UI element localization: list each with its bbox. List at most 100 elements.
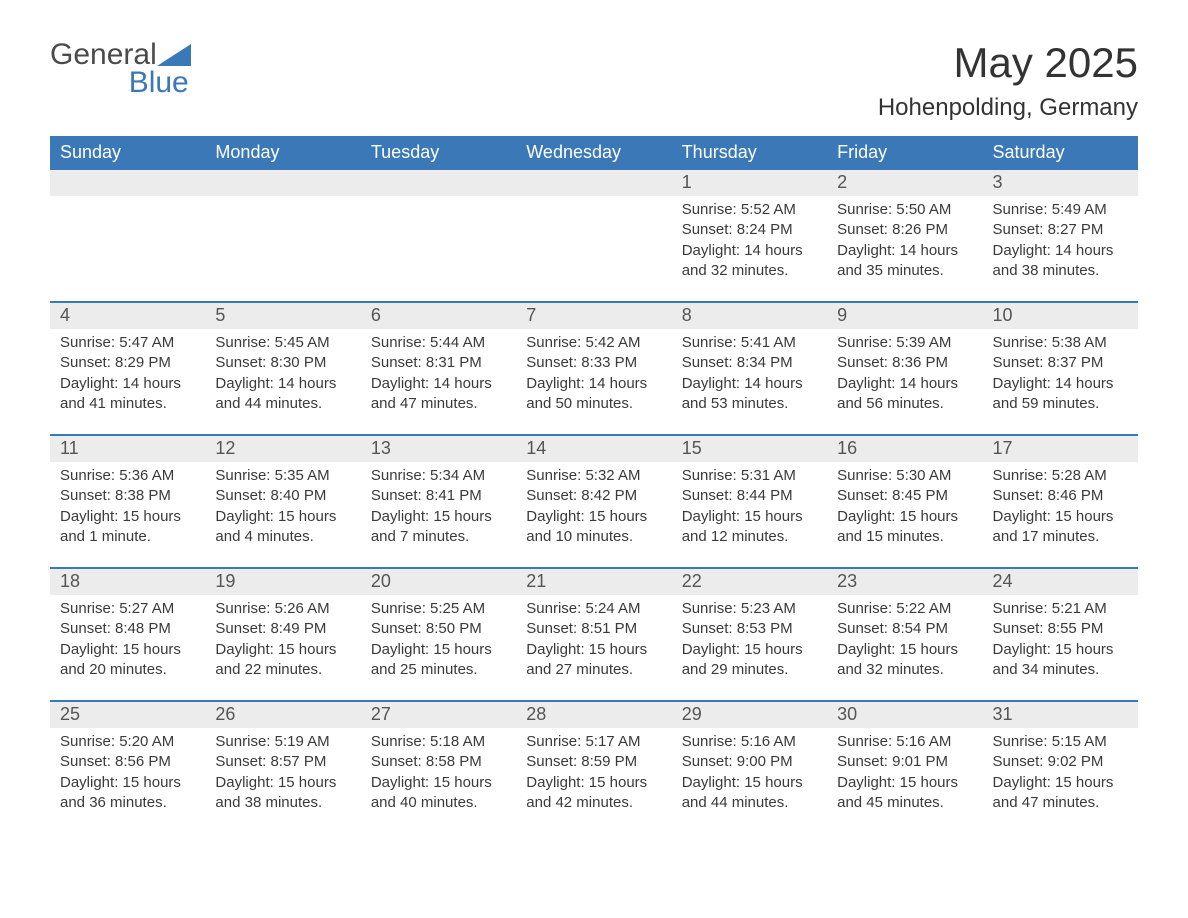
sunrise-line: Sunrise: 5:38 AM xyxy=(993,333,1128,353)
day-number xyxy=(50,170,205,196)
sunset-line: Sunset: 8:59 PM xyxy=(526,752,661,772)
day-details: Sunrise: 5:35 AMSunset: 8:40 PMDaylight:… xyxy=(205,462,360,547)
sunrise-line: Sunrise: 5:25 AM xyxy=(371,599,506,619)
sunset-line: Sunset: 8:51 PM xyxy=(526,619,661,639)
weekday-header: Friday xyxy=(827,136,982,170)
brand-logo: General Blue xyxy=(50,40,191,98)
day-details: Sunrise: 5:25 AMSunset: 8:50 PMDaylight:… xyxy=(361,595,516,680)
sunset-line: Sunset: 9:01 PM xyxy=(837,752,972,772)
calendar-day: 21Sunrise: 5:24 AMSunset: 8:51 PMDayligh… xyxy=(516,569,671,700)
weekday-header: Monday xyxy=(205,136,360,170)
calendar-day: 25Sunrise: 5:20 AMSunset: 8:56 PMDayligh… xyxy=(50,702,205,833)
day-details: Sunrise: 5:17 AMSunset: 8:59 PMDaylight:… xyxy=(516,728,671,813)
sunset-line: Sunset: 8:30 PM xyxy=(215,353,350,373)
calendar-day: 4Sunrise: 5:47 AMSunset: 8:29 PMDaylight… xyxy=(50,303,205,434)
daylight-line: Daylight: 15 hours and 29 minutes. xyxy=(682,640,817,681)
day-number: 5 xyxy=(205,303,360,329)
day-number: 22 xyxy=(672,569,827,595)
daylight-line: Daylight: 14 hours and 47 minutes. xyxy=(371,374,506,415)
calendar-page: General Blue May 2025 Hohenpolding, Germ… xyxy=(0,0,1188,863)
sunrise-line: Sunrise: 5:15 AM xyxy=(993,732,1128,752)
sunrise-line: Sunrise: 5:26 AM xyxy=(215,599,350,619)
daylight-line: Daylight: 15 hours and 38 minutes. xyxy=(215,773,350,814)
sunrise-line: Sunrise: 5:28 AM xyxy=(993,466,1128,486)
day-number: 18 xyxy=(50,569,205,595)
sunset-line: Sunset: 8:56 PM xyxy=(60,752,195,772)
daylight-line: Daylight: 14 hours and 53 minutes. xyxy=(682,374,817,415)
day-details: Sunrise: 5:24 AMSunset: 8:51 PMDaylight:… xyxy=(516,595,671,680)
calendar-day: 15Sunrise: 5:31 AMSunset: 8:44 PMDayligh… xyxy=(672,436,827,567)
calendar-day: 9Sunrise: 5:39 AMSunset: 8:36 PMDaylight… xyxy=(827,303,982,434)
brand-text: General Blue xyxy=(50,40,191,98)
daylight-line: Daylight: 15 hours and 34 minutes. xyxy=(993,640,1128,681)
weekday-header: Tuesday xyxy=(361,136,516,170)
daylight-line: Daylight: 14 hours and 56 minutes. xyxy=(837,374,972,415)
daylight-line: Daylight: 15 hours and 1 minute. xyxy=(60,507,195,548)
title-block: May 2025 Hohenpolding, Germany xyxy=(878,40,1138,122)
calendar-week-row: 11Sunrise: 5:36 AMSunset: 8:38 PMDayligh… xyxy=(50,434,1138,567)
sunset-line: Sunset: 8:36 PM xyxy=(837,353,972,373)
sunset-line: Sunset: 9:02 PM xyxy=(993,752,1128,772)
calendar-day: 17 Sunrise: 5:28 AMSunset: 8:46 PMDayligh… xyxy=(983,436,1138,567)
daylight-line: Daylight: 15 hours and 17 minutes. xyxy=(993,507,1128,548)
daylight-line: Daylight: 14 hours and 38 minutes. xyxy=(993,241,1128,282)
calendar-day: 31Sunrise: 5:15 AMSunset: 9:02 PMDayligh… xyxy=(983,702,1138,833)
daylight-line: Daylight: 15 hours and 36 minutes. xyxy=(60,773,195,814)
day-number xyxy=(205,170,360,196)
weekday-header: Saturday xyxy=(983,136,1138,170)
daylight-line: Daylight: 15 hours and 7 minutes. xyxy=(371,507,506,548)
sunrise-line: Sunrise: 5:47 AM xyxy=(60,333,195,353)
sunset-line: Sunset: 8:46 PM xyxy=(993,486,1128,506)
sunset-line: Sunset: 8:50 PM xyxy=(371,619,506,639)
day-number: 27 xyxy=(361,702,516,728)
day-number: 3 xyxy=(983,170,1138,196)
day-details: Sunrise: 5:52 AMSunset: 8:24 PMDaylight:… xyxy=(672,196,827,281)
sunrise-line: Sunrise: 5:50 AM xyxy=(837,200,972,220)
sunrise-line: Sunrise: 5:34 AM xyxy=(371,466,506,486)
sunset-line: Sunset: 8:54 PM xyxy=(837,619,972,639)
sunrise-line: Sunrise: 5:36 AM xyxy=(60,466,195,486)
day-details: Sunrise: 5:20 AMSunset: 8:56 PMDaylight:… xyxy=(50,728,205,813)
day-number: 11 xyxy=(50,436,205,462)
day-number: 17 xyxy=(983,436,1138,462)
day-details: Sunrise: 5:15 AMSunset: 9:02 PMDaylight:… xyxy=(983,728,1138,813)
day-details: Sunrise: 5:38 AMSunset: 8:37 PMDaylight:… xyxy=(983,329,1138,414)
sunrise-line: Sunrise: 5:19 AM xyxy=(215,732,350,752)
calendar-day: 6Sunrise: 5:44 AMSunset: 8:31 PMDaylight… xyxy=(361,303,516,434)
sunrise-line: Sunrise: 5:49 AM xyxy=(993,200,1128,220)
calendar-day-empty xyxy=(516,170,671,301)
sunset-line: Sunset: 8:41 PM xyxy=(371,486,506,506)
day-number xyxy=(361,170,516,196)
sunrise-line: Sunrise: 5:16 AM xyxy=(682,732,817,752)
calendar-day: 2Sunrise: 5:50 AMSunset: 8:26 PMDaylight… xyxy=(827,170,982,301)
calendar-day: 24Sunrise: 5:21 AMSunset: 8:55 PMDayligh… xyxy=(983,569,1138,700)
day-details: Sunrise: 5:30 AMSunset: 8:45 PMDaylight:… xyxy=(827,462,982,547)
day-number: 26 xyxy=(205,702,360,728)
day-number: 31 xyxy=(983,702,1138,728)
sunrise-line: Sunrise: 5:24 AM xyxy=(526,599,661,619)
calendar-week-row: 1Sunrise: 5:52 AMSunset: 8:24 PMDaylight… xyxy=(50,170,1138,301)
day-number: 19 xyxy=(205,569,360,595)
calendar-day: 12Sunrise: 5:35 AMSunset: 8:40 PMDayligh… xyxy=(205,436,360,567)
day-number: 24 xyxy=(983,569,1138,595)
sunset-line: Sunset: 8:33 PM xyxy=(526,353,661,373)
day-details: Sunrise: 5:22 AMSunset: 8:54 PMDaylight:… xyxy=(827,595,982,680)
day-details: Sunrise: 5:34 AMSunset: 8:41 PMDaylight:… xyxy=(361,462,516,547)
page-header: General Blue May 2025 Hohenpolding, Germ… xyxy=(50,40,1138,122)
day-number: 1 xyxy=(672,170,827,196)
sunset-line: Sunset: 8:40 PM xyxy=(215,486,350,506)
daylight-line: Daylight: 14 hours and 59 minutes. xyxy=(993,374,1128,415)
day-details: Sunrise: 5:16 AMSunset: 9:01 PMDaylight:… xyxy=(827,728,982,813)
day-number xyxy=(516,170,671,196)
calendar-day-empty xyxy=(361,170,516,301)
sunset-line: Sunset: 8:24 PM xyxy=(682,220,817,240)
day-number: 16 xyxy=(827,436,982,462)
calendar-day: 11Sunrise: 5:36 AMSunset: 8:38 PMDayligh… xyxy=(50,436,205,567)
daylight-line: Daylight: 15 hours and 40 minutes. xyxy=(371,773,506,814)
daylight-line: Daylight: 14 hours and 50 minutes. xyxy=(526,374,661,415)
day-details: Sunrise: 5:21 AMSunset: 8:55 PMDaylight:… xyxy=(983,595,1138,680)
day-number: 7 xyxy=(516,303,671,329)
daylight-line: Daylight: 15 hours and 20 minutes. xyxy=(60,640,195,681)
brand-word-2: Blue xyxy=(50,68,191,98)
day-number: 4 xyxy=(50,303,205,329)
